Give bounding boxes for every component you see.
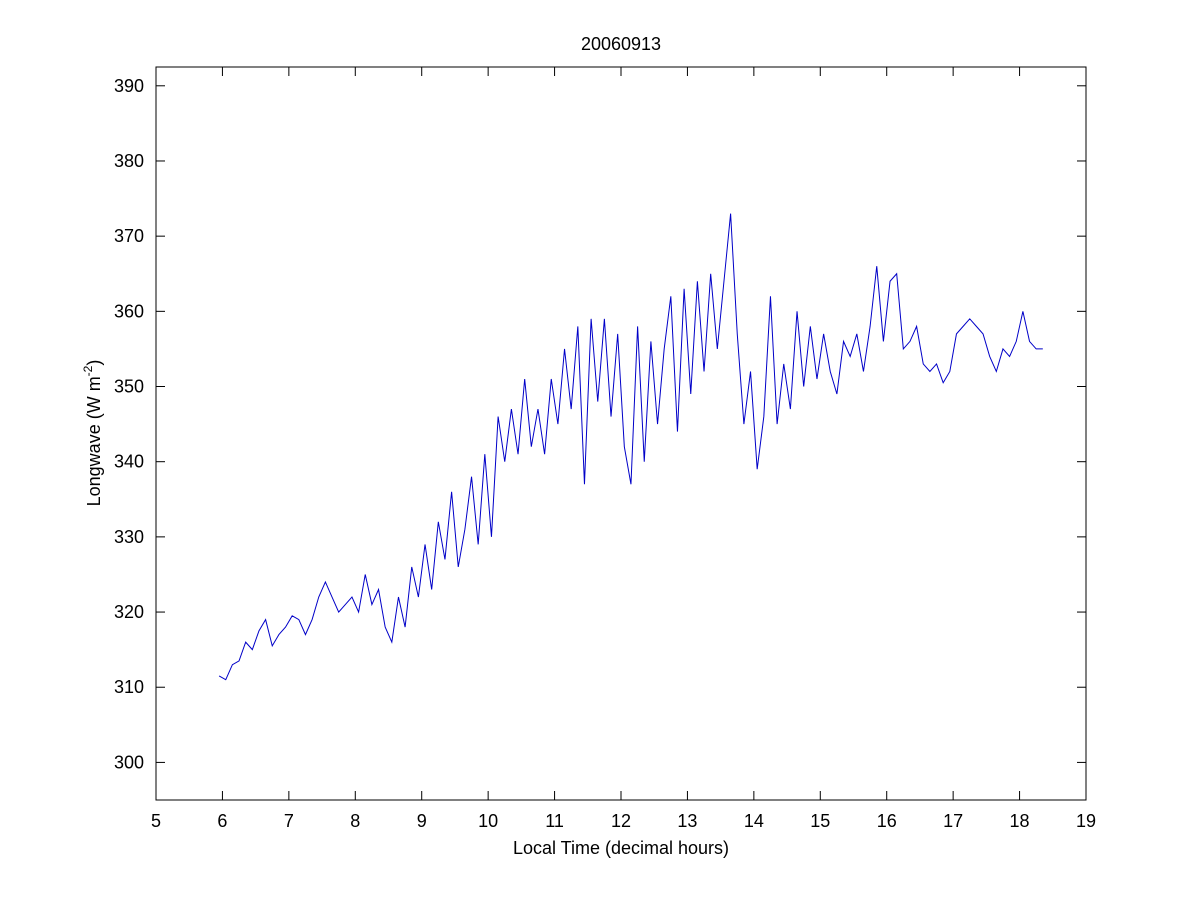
x-tick-label: 12	[611, 811, 631, 831]
y-tick-label: 320	[114, 602, 144, 622]
x-tick-label: 9	[417, 811, 427, 831]
y-tick-label: 300	[114, 752, 144, 772]
y-label-end: )	[84, 360, 104, 366]
y-axis-label: Longwave (W m-2)	[81, 360, 104, 507]
x-tick-label: 10	[478, 811, 498, 831]
y-label-sup: -2	[81, 365, 95, 376]
x-tick-label: 5	[151, 811, 161, 831]
y-tick-label: 330	[114, 527, 144, 547]
x-tick-label: 7	[284, 811, 294, 831]
chart-title: 20060913	[581, 34, 661, 54]
y-label-main: Longwave (W m	[84, 376, 104, 506]
x-axis-label: Local Time (decimal hours)	[513, 838, 729, 858]
x-tick-label: 17	[943, 811, 963, 831]
y-tick-label: 370	[114, 226, 144, 246]
data-line	[218, 213, 1043, 681]
y-tick-label: 350	[114, 377, 144, 397]
x-tick-label: 6	[217, 811, 227, 831]
x-tick-label: 14	[744, 811, 764, 831]
x-tick-label: 18	[1010, 811, 1030, 831]
x-tick-label: 15	[810, 811, 830, 831]
y-tick-label: 310	[114, 677, 144, 697]
x-tick-label: 16	[877, 811, 897, 831]
x-tick-label: 19	[1076, 811, 1096, 831]
x-tick-label: 8	[350, 811, 360, 831]
y-tick-label: 340	[114, 452, 144, 472]
x-tick-label: 11	[545, 811, 564, 831]
plot-area	[155, 66, 1087, 801]
y-tick-label: 390	[114, 76, 144, 96]
y-tick-label: 380	[114, 151, 144, 171]
y-tick-label: 360	[114, 301, 144, 321]
x-tick-label: 13	[677, 811, 697, 831]
